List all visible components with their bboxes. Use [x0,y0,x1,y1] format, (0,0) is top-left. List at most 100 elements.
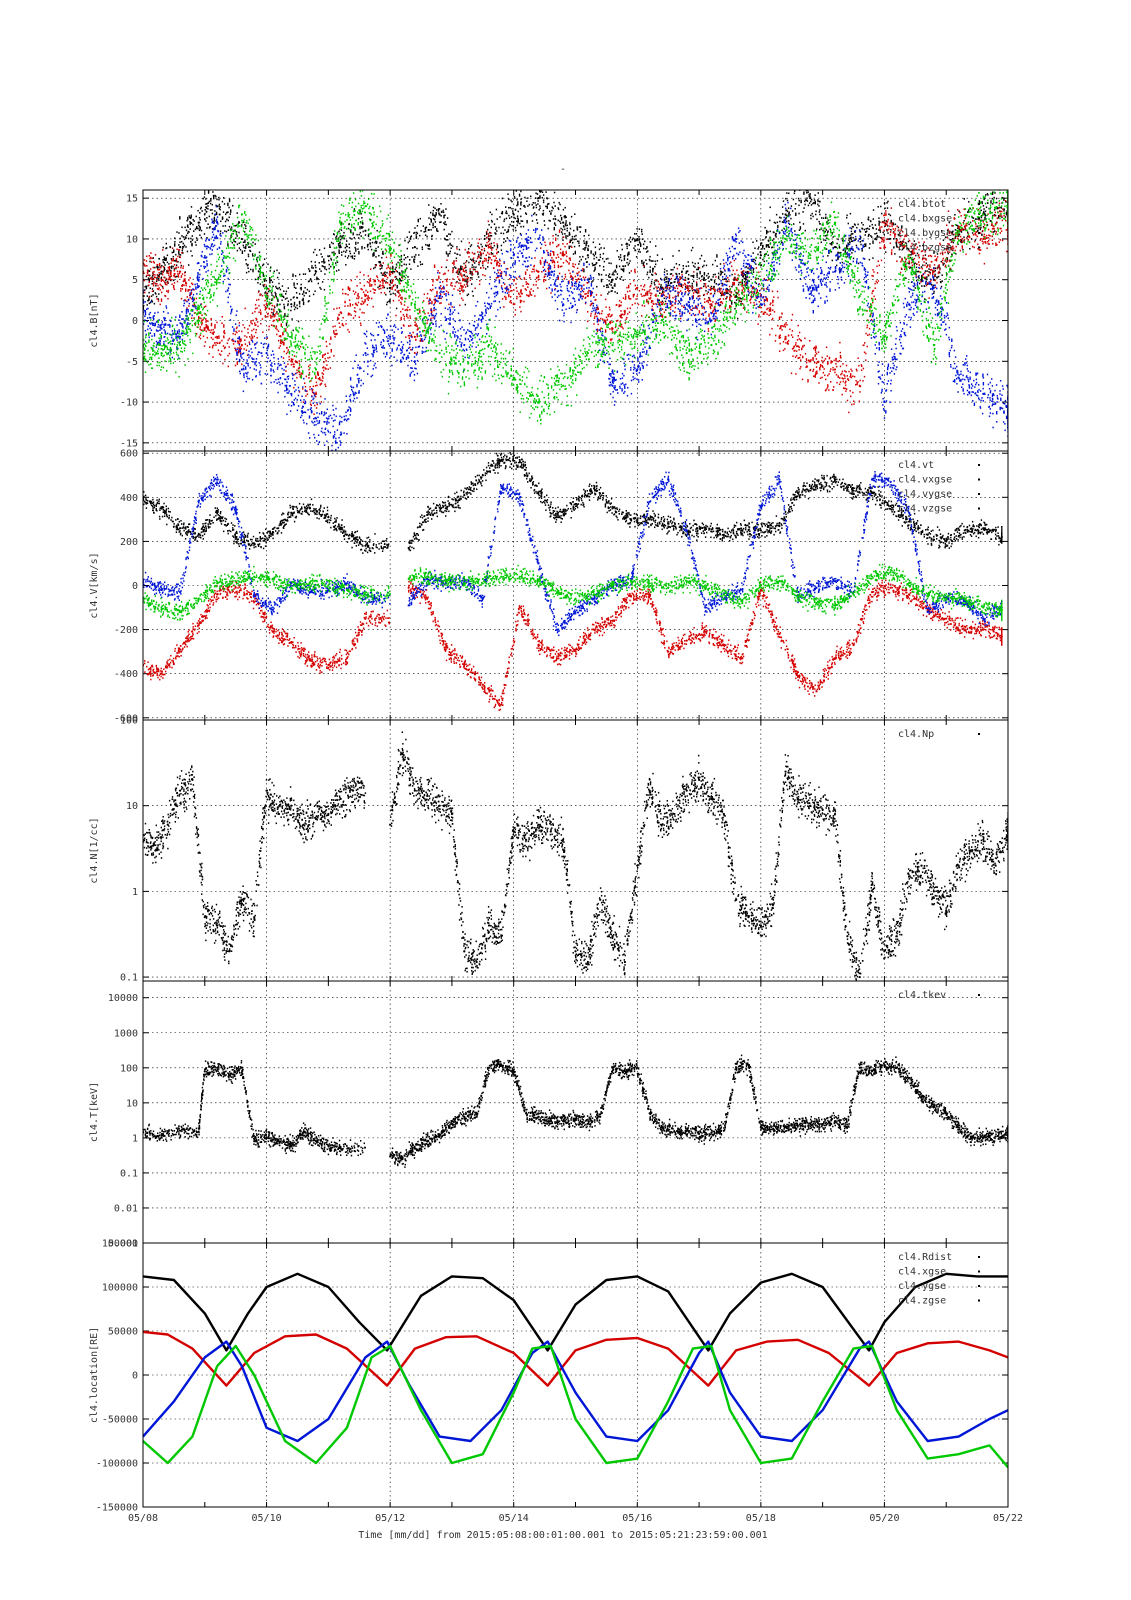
data-point [941,280,943,282]
data-point [480,253,483,255]
data-point [867,216,870,219]
data-point [733,277,735,280]
data-point [442,281,444,283]
data-point [581,269,583,272]
data-point [171,251,173,254]
data-point [729,296,731,301]
data-point [852,257,855,260]
data-point [200,229,203,232]
data-point [904,234,907,237]
data-point [825,248,828,250]
data-point [220,350,223,352]
data-point [736,287,738,289]
data-point [335,236,337,240]
data-point [860,369,863,371]
data-point [535,177,536,179]
data-point [383,274,385,276]
data-point [710,303,713,306]
data-point [287,300,290,303]
data-point [603,247,605,249]
data-point [833,359,835,362]
data-point [265,303,268,306]
data-point [734,296,736,298]
data-point [833,386,835,388]
data-point [220,354,222,356]
data-point [473,259,475,262]
data-point [517,220,519,224]
data-point [197,227,199,230]
data-point [372,288,374,290]
data-point [429,289,432,291]
data-point [183,244,186,247]
data-point [835,363,837,365]
data-point [212,356,214,358]
data-point [907,255,909,258]
data-point [244,223,246,226]
data-point [388,267,391,270]
data-point [436,279,438,281]
data-point [269,278,271,280]
data-point [500,271,503,273]
data-point [729,289,731,293]
data-point [774,222,777,224]
data-point [164,283,167,286]
data-point [176,270,179,273]
data-point [150,252,152,254]
data-point [271,304,273,307]
data-point [627,264,629,266]
data-point [603,260,606,263]
data-point [433,309,435,311]
data-point [518,293,520,296]
data-point [147,299,149,302]
data-point [918,256,920,259]
data-point [641,238,644,240]
data-point [339,241,341,244]
data-point [984,210,987,213]
data-point [805,361,808,364]
data-point [867,235,870,237]
data-point [486,236,488,239]
data-point [480,243,482,246]
data-point [925,262,927,265]
data-point [438,212,440,214]
data-point [178,232,180,234]
data-point [729,293,731,296]
data-point [958,210,960,212]
data-point [863,351,866,354]
data-point [200,320,203,322]
data-point [677,295,679,297]
data-point [143,278,145,281]
data-point [440,215,442,217]
data-point [445,252,448,255]
data-point [387,266,389,268]
data-point [752,241,754,244]
data-point [159,289,161,291]
data-point [527,283,530,285]
data-point [306,393,309,395]
data-point [615,271,617,273]
data-point [369,245,372,248]
data-point [189,293,192,295]
data-point [924,277,926,280]
data-point [626,316,628,319]
data-point [722,271,724,274]
data-point [264,306,266,308]
data-point [227,339,229,341]
data-point [724,291,726,294]
data-point [153,276,155,278]
data-point [447,291,449,294]
data-point [658,283,660,285]
data-point [179,216,181,220]
data-point [360,213,362,215]
data-point [584,276,587,279]
data-point [347,255,350,257]
data-point [560,222,562,224]
data-point [359,231,362,234]
data-point [373,279,375,282]
data-point [408,325,410,327]
data-point [466,283,468,286]
data-point [274,315,276,317]
data-point [352,290,355,292]
data-point [905,245,907,247]
data-point [659,292,661,294]
